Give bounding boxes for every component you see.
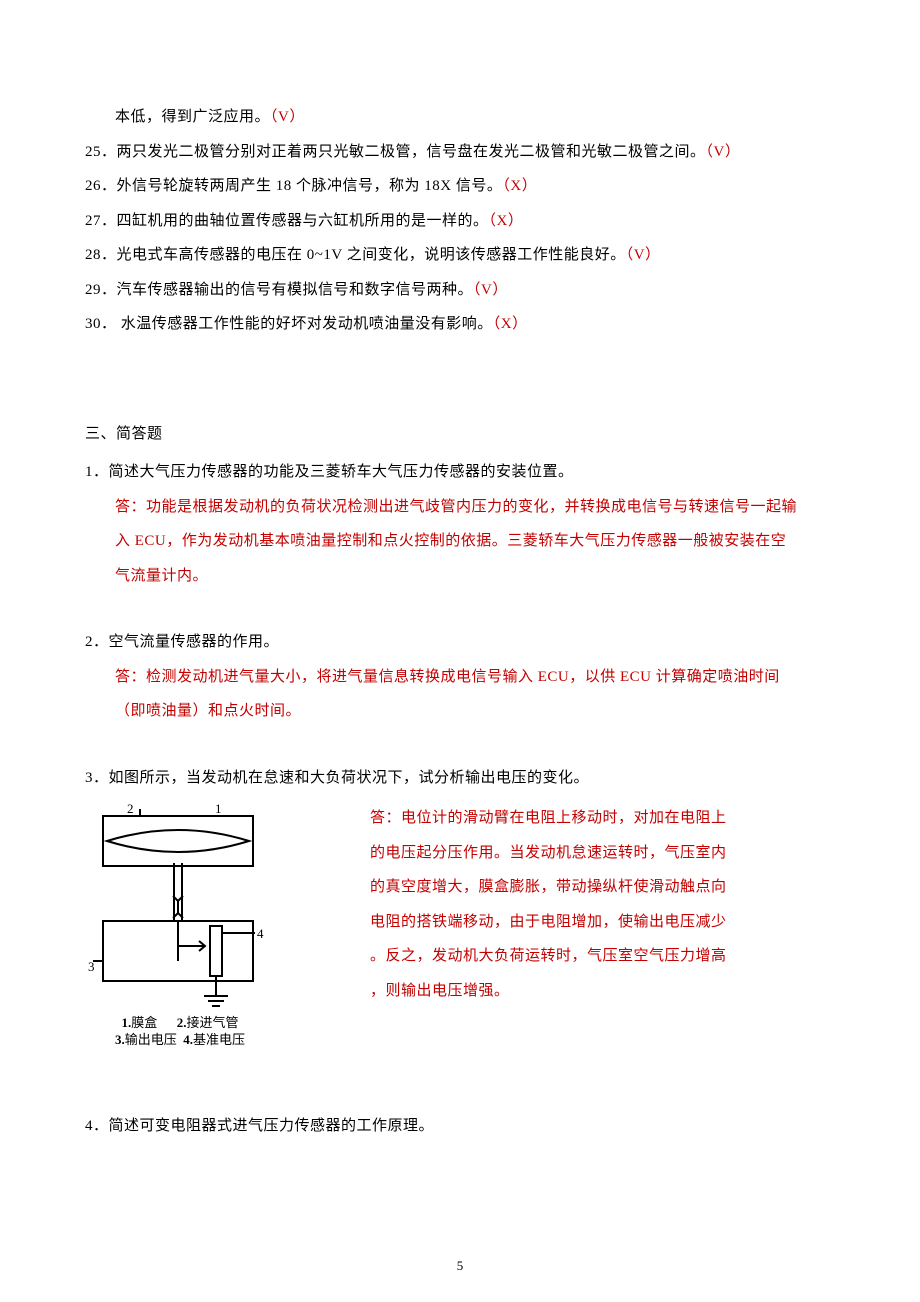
answer-2-l2: （即喷油量）和点火时间。 [85,694,840,729]
tf-mark: （X） [489,213,524,229]
q-text: 简述可变电阻器式进气压力传感器的工作原理。 [109,1118,435,1134]
tf-mark: （X） [502,178,537,194]
cap-2-n: 2. [177,1015,187,1030]
answer-3-l4: 电阻的搭铁端移动，由于电阻增加，使输出电压减少 [370,905,840,940]
tf-mark: （V） [706,144,741,160]
tf-num: 27． [85,213,117,229]
tf-num: 29． [85,282,117,298]
answer-3-l3: 的真空度增大，膜盒膨胀，带动操纵杆使滑动触点向 [370,870,840,905]
tf-item-27: 27．四缸机用的曲轴位置传感器与六缸机所用的是一样的。（X） [85,204,840,239]
tf-mark: （V） [626,247,661,263]
cap-1-n: 1. [121,1015,131,1030]
answer-3-l1: 答：电位计的滑动臂在电阻上移动时，对加在电阻上 [370,801,840,836]
tf-item-30: 30． 水温传感器工作性能的好坏对发动机喷油量没有影响。（X） [85,307,840,342]
tf-mark: （V） [473,282,508,298]
tf-item-24-cont: 本低，得到广泛应用。（V） [85,100,840,135]
cap-3-t: 输出电压 [125,1032,177,1047]
tf-num: 26． [85,178,117,194]
q-num: 3． [85,770,109,786]
qa-block-3: 3．如图所示，当发动机在怠速和大负荷状况下，试分析输出电压的变化。 [85,761,840,1049]
tf-text: 水温传感器工作性能的好坏对发动机喷油量没有影响。 [117,316,493,332]
tf-text: 两只发光二极管分别对正着两只光敏二极管，信号盘在发光二极管和光敏二极管之间。 [117,144,706,160]
answer-1-l2: 入 ECU，作为发动机基本喷油量控制和点火控制的依据。三菱轿车大气压力传感器一般… [85,524,840,559]
answer-3-l6: ，则输出电压增强。 [370,974,840,1009]
cap-4-t: 基准电压 [193,1032,245,1047]
answer-1-l1: 答：功能是根据发动机的负荷状况检测出进气歧管内压力的变化，并转换成电信号与转速信… [85,490,840,525]
tf-text: 四缸机用的曲轴位置传感器与六缸机所用的是一样的。 [117,213,489,229]
answer-3: 答：电位计的滑动臂在电阻上移动时，对加在电阻上 的电压起分压作用。当发动机怠速运… [275,801,840,1008]
tf-text: 本低，得到广泛应用。 [115,109,270,125]
answer-1-l3: 气流量计内。 [85,559,840,594]
tf-item-29: 29．汽车传感器输出的信号有模拟信号和数字信号两种。（V） [85,273,840,308]
q-text: 简述大气压力传感器的功能及三菱轿车大气压力传感器的安装位置。 [109,464,574,480]
sensor-diagram: 1 2 3 4 1.膜盒 2.接进气管 3.输出电压 4.基准电压 [85,801,275,1049]
q-text: 如图所示，当发动机在怠速和大负荷状况下，试分析输出电压的变化。 [109,770,590,786]
question-2: 2．空气流量传感器的作用。 [85,625,840,660]
diagram-caption: 1.膜盒 2.接进气管 3.输出电压 4.基准电压 [85,1015,275,1049]
tf-text: 汽车传感器输出的信号有模拟信号和数字信号两种。 [117,282,474,298]
cap-2-t: 接进气管 [187,1015,239,1030]
answer-3-l2: 的电压起分压作用。当发动机怠速运转时，气压室内 [370,836,840,871]
q-num: 4． [85,1118,109,1134]
qa-block-4: 4．简述可变电阻器式进气压力传感器的工作原理。 [85,1109,840,1144]
question-4: 4．简述可变电阻器式进气压力传感器的工作原理。 [85,1109,840,1144]
tf-item-25: 25．两只发光二极管分别对正着两只光敏二极管，信号盘在发光二极管和光敏二极管之间… [85,135,840,170]
tf-item-28: 28．光电式车高传感器的电压在 0~1V 之间变化，说明该传感器工作性能良好。（… [85,238,840,273]
tf-mark: （V） [270,109,305,125]
qa-block-1: 1．简述大气压力传感器的功能及三菱轿车大气压力传感器的安装位置。 答：功能是根据… [85,455,840,593]
q-text: 空气流量传感器的作用。 [109,634,280,650]
tf-text: 外信号轮旋转两周产生 18 个脉冲信号，称为 18X 信号。 [117,178,503,194]
tf-num: 28． [85,247,117,263]
cap-1-t: 膜盒 [131,1015,157,1030]
cap-4-n: 4. [183,1032,193,1047]
tf-item-26: 26．外信号轮旋转两周产生 18 个脉冲信号，称为 18X 信号。（X） [85,169,840,204]
question-3: 3．如图所示，当发动机在怠速和大负荷状况下，试分析输出电压的变化。 [85,761,840,796]
tf-num: 25． [85,144,117,160]
page-number: 5 [0,1258,920,1274]
question-1: 1．简述大气压力传感器的功能及三菱轿车大气压力传感器的安装位置。 [85,455,840,490]
tf-num: 30． [85,316,117,332]
section-heading: 三、简答题 [85,417,840,452]
qa-block-2: 2．空气流量传感器的作用。 答：检测发动机进气量大小，将进气量信息转换成电信号输… [85,625,840,729]
tf-mark: （X） [493,316,528,332]
cap-3-n: 3. [115,1032,125,1047]
q-num: 2． [85,634,109,650]
answer-3-l5: 。反之，发动机大负荷运转时，气压室空气压力增高 [370,939,840,974]
tf-text: 光电式车高传感器的电压在 0~1V 之间变化，说明该传感器工作性能良好。 [117,247,626,263]
answer-2-l1: 答：检测发动机进气量大小，将进气量信息转换成电信号输入 ECU，以供 ECU 计… [85,660,840,695]
q-num: 1． [85,464,109,480]
